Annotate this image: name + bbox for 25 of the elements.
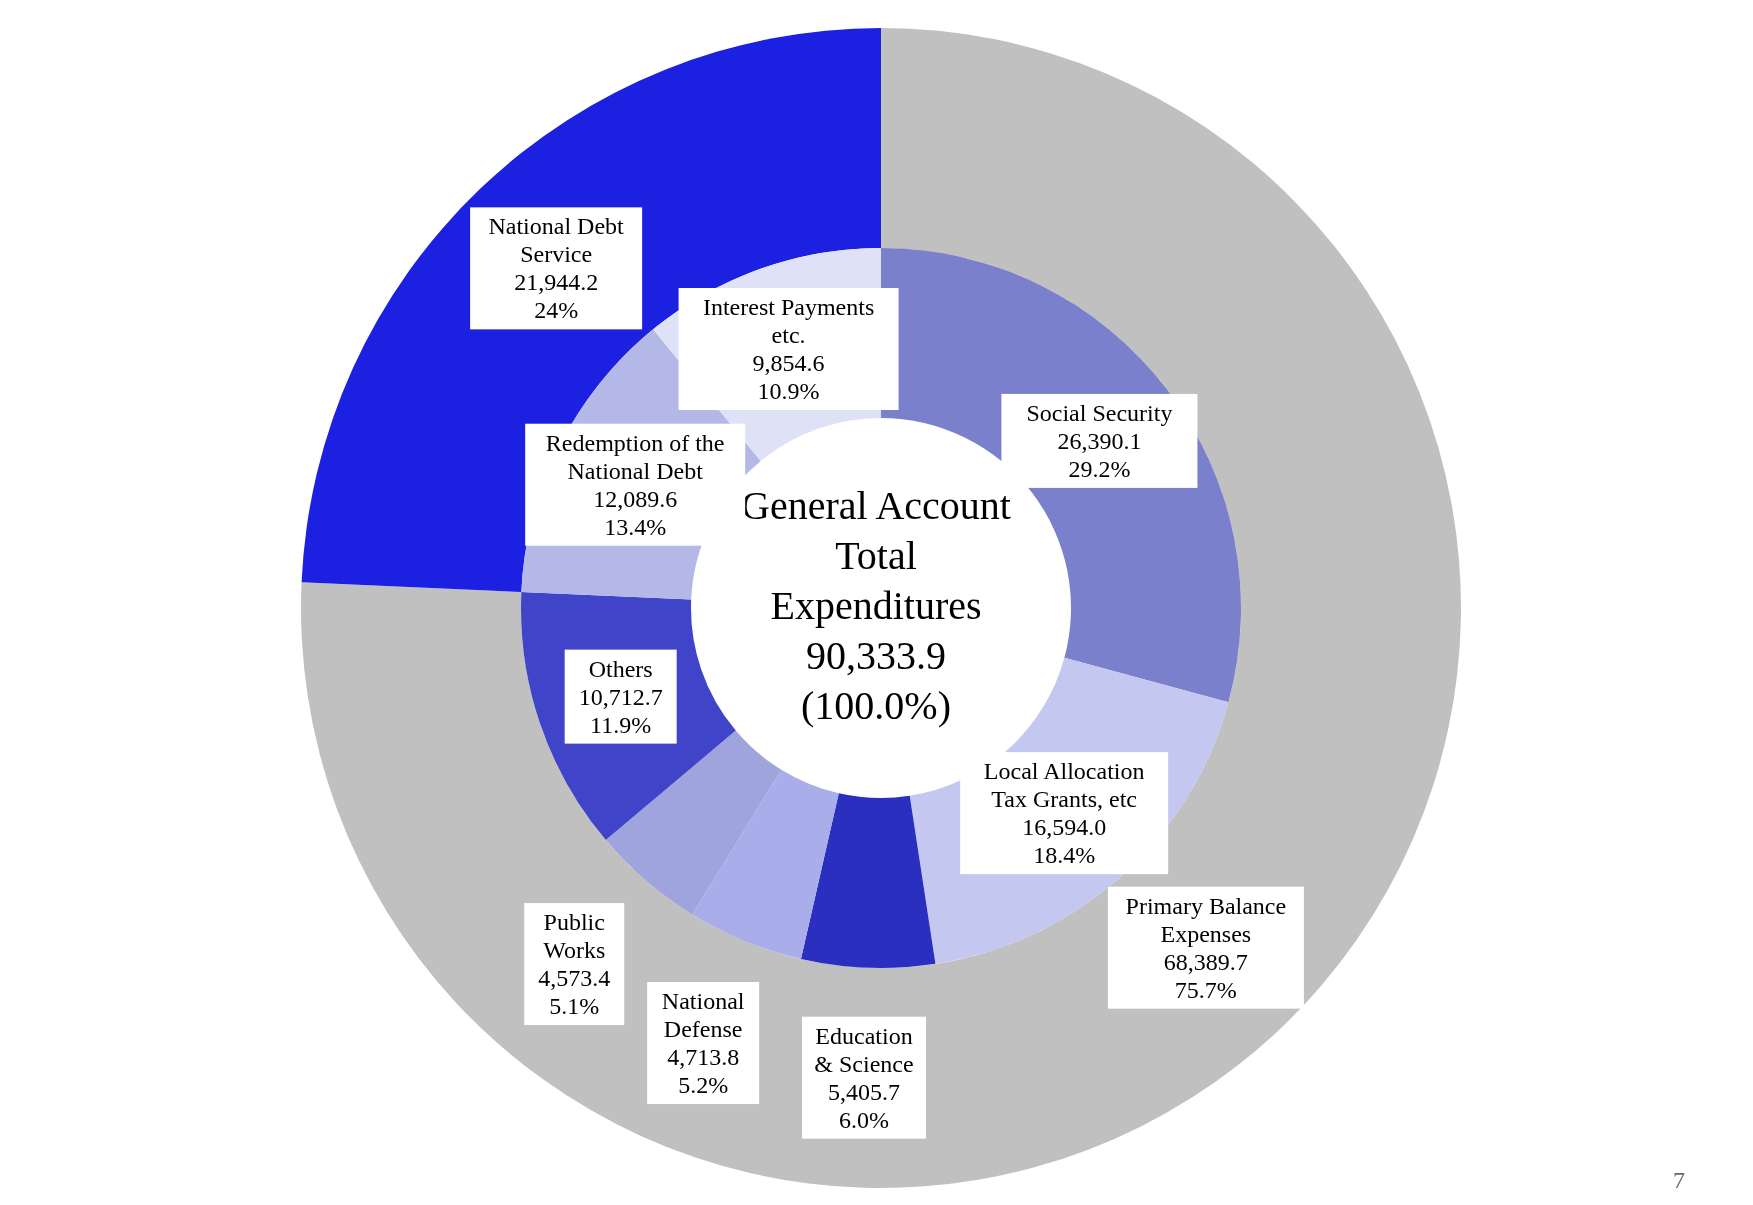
data-label: 10,712.7 11.9% [578, 683, 663, 738]
text: 90,333.9 (100.0%) [801, 633, 951, 728]
slice-label: Local Allocation Tax Grants, etc [983, 758, 1145, 813]
slice-label: Public Works [543, 909, 606, 964]
data-label: 9,854.6 10.9% [752, 349, 825, 404]
data-label: 26,390.1 29.2% [1057, 427, 1142, 482]
data-label: 21,944.2 24% [514, 269, 599, 324]
slice-label: National Defense [661, 988, 745, 1043]
data-label: 68,389.7 75.7% [1163, 948, 1248, 1003]
donut-slice [800, 793, 936, 968]
data-label: 12,089.6 13.4% [593, 485, 678, 540]
data-label: 4,573.4 5.1% [538, 965, 611, 1020]
slice-label: Redemption of the National Debt [545, 429, 725, 484]
text: 7 [1673, 1167, 1685, 1193]
slice-label: Education & Science [814, 1022, 914, 1077]
slice-label: Social Security [1026, 399, 1173, 426]
slice-label: National Debt Service [488, 213, 625, 268]
slice-label: Primary Balance Expenses [1125, 892, 1287, 947]
donut-slice [692, 769, 839, 959]
data-label: 4,713.8 5.2% [667, 1044, 740, 1099]
data-label: 5,405.7 6.0% [828, 1078, 900, 1133]
data-label: 16,594.0 18.4% [1022, 814, 1107, 869]
slice-label: Others [588, 655, 653, 682]
slice-label: Interest Payments etc. [702, 293, 875, 348]
text: General Account Total Expenditures [741, 483, 1011, 628]
